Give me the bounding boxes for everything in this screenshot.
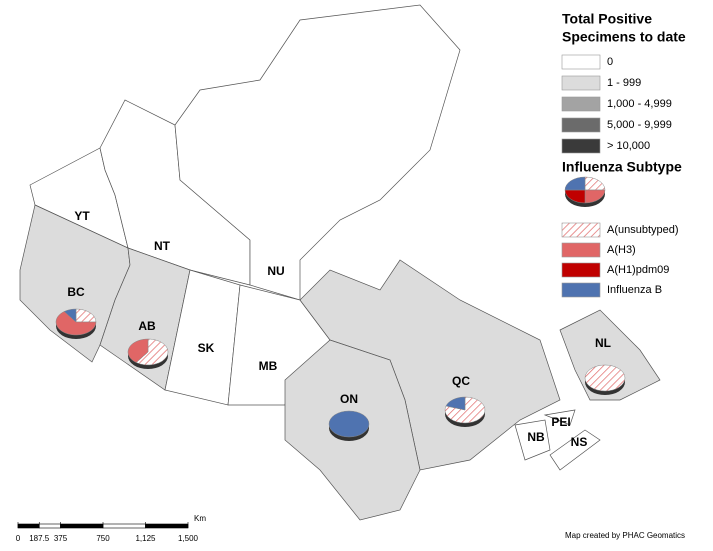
province [174, 4, 461, 301]
province-label: ON [340, 392, 358, 406]
pie-slice [328, 410, 370, 438]
legend-label: 5,000 - 9,999 [607, 119, 672, 131]
province-label: MB [259, 359, 278, 373]
scale-label: 750 [96, 534, 110, 543]
scale-unit: Km [194, 514, 206, 523]
pie-slice [584, 364, 626, 392]
legend-swatch [561, 222, 601, 238]
pie-slice [445, 396, 466, 411]
scale-segment [17, 523, 40, 529]
province-label: AB [138, 319, 156, 333]
province-label: NT [154, 239, 171, 253]
legend-label: Influenza B [607, 284, 662, 296]
scale-segment [102, 523, 146, 529]
pie-slice [55, 311, 97, 336]
sample-slice [584, 189, 606, 204]
province-label: PEI [551, 415, 570, 429]
province [543, 409, 576, 426]
province-label: QC [452, 374, 470, 388]
legend-swatch [561, 75, 601, 91]
scale-label: 1,500 [178, 534, 199, 543]
scale-label: 1,125 [135, 534, 156, 543]
pie-slice [63, 308, 77, 323]
scale-segment [145, 523, 189, 529]
scale-label: 187.5 [29, 534, 50, 543]
legend-swatch [561, 117, 601, 133]
province-label: NU [267, 264, 284, 278]
legend-title: Specimens to date [562, 29, 686, 45]
legend-swatch [561, 138, 601, 154]
legend-title: Total Positive [562, 11, 652, 27]
legend-swatch [561, 54, 601, 70]
subtype-title: Influenza Subtype [562, 159, 682, 175]
province [514, 419, 551, 461]
legend-label: A(unsubtyped) [607, 224, 679, 236]
province [549, 429, 601, 471]
credit: Map created by PHAC Geomatics [565, 531, 685, 540]
scale-segment [38, 523, 61, 529]
sample-slice [584, 176, 606, 191]
province-label: NB [527, 430, 545, 444]
scale-label: 375 [54, 534, 68, 543]
pie-slice [135, 338, 169, 366]
legend-label: 1,000 - 4,999 [607, 98, 672, 110]
legend-label: > 10,000 [607, 140, 650, 152]
legend-label: A(H1)pdm09 [607, 264, 669, 276]
legend-swatch [561, 242, 601, 258]
legend-swatch [561, 262, 601, 278]
province-label: BC [67, 285, 85, 299]
scale-label: 0 [16, 534, 21, 543]
province-label: NS [571, 435, 588, 449]
legend-label: A(H3) [607, 244, 636, 256]
sample-slice [564, 176, 586, 191]
legend-label: 1 - 999 [607, 77, 641, 89]
scale-segment [60, 523, 104, 529]
legend-swatch [561, 96, 601, 112]
pie-slice [75, 308, 97, 323]
pie-slice [127, 338, 149, 363]
legend-label: 0 [607, 56, 613, 68]
province-label: SK [198, 341, 215, 355]
sample-slice [564, 189, 586, 204]
legend-swatch [561, 282, 601, 298]
province-label: NL [595, 336, 611, 350]
province-label: YT [74, 209, 90, 223]
